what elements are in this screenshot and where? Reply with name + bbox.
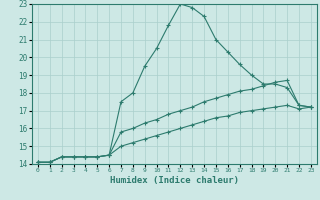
X-axis label: Humidex (Indice chaleur): Humidex (Indice chaleur) [110, 176, 239, 185]
